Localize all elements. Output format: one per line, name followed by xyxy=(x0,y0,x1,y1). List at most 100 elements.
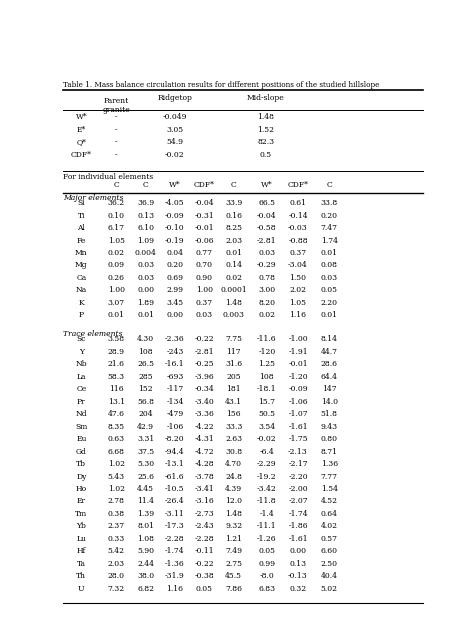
Text: 0.03: 0.03 xyxy=(137,261,154,270)
Text: 0.10: 0.10 xyxy=(108,212,125,220)
Text: 5.30: 5.30 xyxy=(137,460,154,468)
Text: 37.5: 37.5 xyxy=(137,447,154,456)
Text: 0.00: 0.00 xyxy=(137,286,154,295)
Text: Mg: Mg xyxy=(75,261,88,270)
Text: -1.74: -1.74 xyxy=(165,547,185,555)
Text: 1.48: 1.48 xyxy=(257,114,274,122)
Text: 0.20: 0.20 xyxy=(321,212,338,220)
Text: CDF*: CDF* xyxy=(194,181,215,189)
Text: Sc: Sc xyxy=(76,335,86,343)
Text: 1.36: 1.36 xyxy=(321,460,338,468)
Text: 0.004: 0.004 xyxy=(135,249,156,257)
Text: -2.28: -2.28 xyxy=(194,535,214,543)
Text: Si: Si xyxy=(77,199,85,207)
Text: 1.48: 1.48 xyxy=(225,299,242,307)
Text: 0.01: 0.01 xyxy=(108,311,125,319)
Text: Lu: Lu xyxy=(76,535,86,543)
Text: -0.31: -0.31 xyxy=(194,212,214,220)
Text: 0.37: 0.37 xyxy=(290,249,307,257)
Text: 1.09: 1.09 xyxy=(137,236,154,245)
Text: -693: -693 xyxy=(166,373,183,381)
Text: 1.21: 1.21 xyxy=(225,535,242,543)
Text: 2.50: 2.50 xyxy=(321,560,338,568)
Text: Nd: Nd xyxy=(75,410,87,418)
Text: -18.1: -18.1 xyxy=(257,385,277,393)
Text: -0.38: -0.38 xyxy=(194,572,214,580)
Text: -0.03: -0.03 xyxy=(288,224,308,232)
Text: -0.049: -0.049 xyxy=(163,114,187,122)
Text: 6.10: 6.10 xyxy=(137,224,154,232)
Text: 2.44: 2.44 xyxy=(137,560,154,568)
Text: U: U xyxy=(78,585,84,593)
Text: 33.9: 33.9 xyxy=(225,199,242,207)
Text: 1.00: 1.00 xyxy=(196,286,213,295)
Text: Dy: Dy xyxy=(76,472,86,480)
Text: -0.29: -0.29 xyxy=(257,261,277,270)
Text: 4.39: 4.39 xyxy=(225,485,242,493)
Text: -3.78: -3.78 xyxy=(194,472,214,480)
Text: -0.02: -0.02 xyxy=(165,151,185,159)
Text: 64.4: 64.4 xyxy=(321,373,338,381)
Text: 6.17: 6.17 xyxy=(108,224,125,232)
Text: -479: -479 xyxy=(166,410,183,418)
Text: Gd: Gd xyxy=(76,447,87,456)
Text: 66.5: 66.5 xyxy=(258,199,275,207)
Text: -0.06: -0.06 xyxy=(194,236,214,245)
Text: 0.90: 0.90 xyxy=(196,274,213,282)
Text: Tb: Tb xyxy=(76,460,86,468)
Text: 205: 205 xyxy=(227,373,241,381)
Text: 0.01: 0.01 xyxy=(321,249,338,257)
Text: Table 1. Mass balance circulation results for different positions of the studied: Table 1. Mass balance circulation result… xyxy=(63,80,379,89)
Text: 0.33: 0.33 xyxy=(108,535,125,543)
Text: -2.81: -2.81 xyxy=(257,236,277,245)
Text: 3.07: 3.07 xyxy=(108,299,125,307)
Text: 15.7: 15.7 xyxy=(258,397,275,406)
Text: 3.00: 3.00 xyxy=(258,286,275,295)
Text: -1.74: -1.74 xyxy=(288,510,308,518)
Text: -0.10: -0.10 xyxy=(165,224,185,232)
Text: -: - xyxy=(115,151,118,159)
Text: 6.83: 6.83 xyxy=(258,585,275,593)
Text: 0.03: 0.03 xyxy=(258,249,275,257)
Text: 0.02: 0.02 xyxy=(225,274,242,282)
Text: -10.5: -10.5 xyxy=(165,485,185,493)
Text: 1.16: 1.16 xyxy=(166,585,183,593)
Text: 0.61: 0.61 xyxy=(290,199,307,207)
Text: 7.32: 7.32 xyxy=(108,585,125,593)
Text: 204: 204 xyxy=(138,410,153,418)
Text: Mn: Mn xyxy=(75,249,88,257)
Text: Major elements: Major elements xyxy=(63,193,123,202)
Text: 2.75: 2.75 xyxy=(225,560,242,568)
Text: -0.22: -0.22 xyxy=(194,560,214,568)
Text: Ce: Ce xyxy=(76,385,86,393)
Text: -0.01: -0.01 xyxy=(194,224,214,232)
Text: 1.74: 1.74 xyxy=(321,236,338,245)
Text: Ta: Ta xyxy=(77,560,86,568)
Text: -2.28: -2.28 xyxy=(165,535,185,543)
Text: Ca: Ca xyxy=(76,274,86,282)
Text: 12.0: 12.0 xyxy=(225,497,242,505)
Text: 14.0: 14.0 xyxy=(321,397,338,406)
Text: -2.81: -2.81 xyxy=(194,348,214,356)
Text: 156: 156 xyxy=(227,410,241,418)
Text: 7.47: 7.47 xyxy=(321,224,338,232)
Text: 0.03: 0.03 xyxy=(137,274,154,282)
Text: -2.43: -2.43 xyxy=(194,522,214,530)
Text: -3.40: -3.40 xyxy=(194,397,214,406)
Text: 0.5: 0.5 xyxy=(260,151,272,159)
Text: 1.00: 1.00 xyxy=(108,286,125,295)
Text: -0.13: -0.13 xyxy=(288,572,308,580)
Text: 0.03: 0.03 xyxy=(196,311,213,319)
Text: 8.14: 8.14 xyxy=(321,335,338,343)
Text: 36.2: 36.2 xyxy=(108,199,125,207)
Text: -3.41: -3.41 xyxy=(194,485,214,493)
Text: 5.42: 5.42 xyxy=(108,547,125,555)
Text: Y: Y xyxy=(79,348,84,356)
Text: 1.16: 1.16 xyxy=(290,311,307,319)
Text: 21.6: 21.6 xyxy=(108,360,125,368)
Text: 2.20: 2.20 xyxy=(321,299,338,307)
Text: -61.6: -61.6 xyxy=(165,472,185,480)
Text: -4.28: -4.28 xyxy=(194,460,214,468)
Text: CDF*: CDF* xyxy=(71,151,92,159)
Text: 0.80: 0.80 xyxy=(321,435,338,443)
